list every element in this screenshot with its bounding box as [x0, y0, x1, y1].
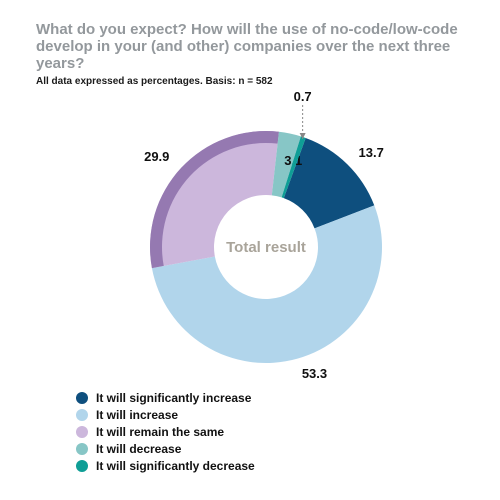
legend-swatch-0: [76, 392, 88, 404]
legend-swatch-4: [76, 460, 88, 472]
legend-item-2: It will remain the same: [76, 425, 474, 439]
legend-item-4: It will significantly decrease: [76, 459, 474, 473]
legend-label-4: It will significantly decrease: [96, 459, 255, 473]
legend-item-3: It will decrease: [76, 442, 474, 456]
legend: It will significantly increase It will in…: [36, 391, 474, 473]
legend-label-0: It will significantly increase: [96, 391, 251, 405]
legend-label-2: It will remain the same: [96, 425, 224, 439]
slice-label-0: 13.7: [359, 145, 384, 160]
slice-label-2: 29.9: [144, 149, 169, 164]
slice-label-1: 53.3: [302, 366, 327, 381]
chart-subtitle: All data expressed as percentages. Basis…: [36, 76, 474, 87]
center-label: Total result: [226, 239, 306, 256]
legend-swatch-1: [76, 409, 88, 421]
legend-item-1: It will increase: [76, 408, 474, 422]
legend-label-1: It will increase: [96, 408, 178, 422]
legend-swatch-3: [76, 443, 88, 455]
slice-label-4: 0.7: [294, 89, 312, 104]
donut-chart: 13.753.329.93.10.7Total result: [36, 87, 476, 387]
chart-title: What do you expect? How will the use of …: [36, 22, 474, 72]
legend-label-3: It will decrease: [96, 442, 181, 456]
legend-item-0: It will significantly increase: [76, 391, 474, 405]
legend-swatch-2: [76, 426, 88, 438]
